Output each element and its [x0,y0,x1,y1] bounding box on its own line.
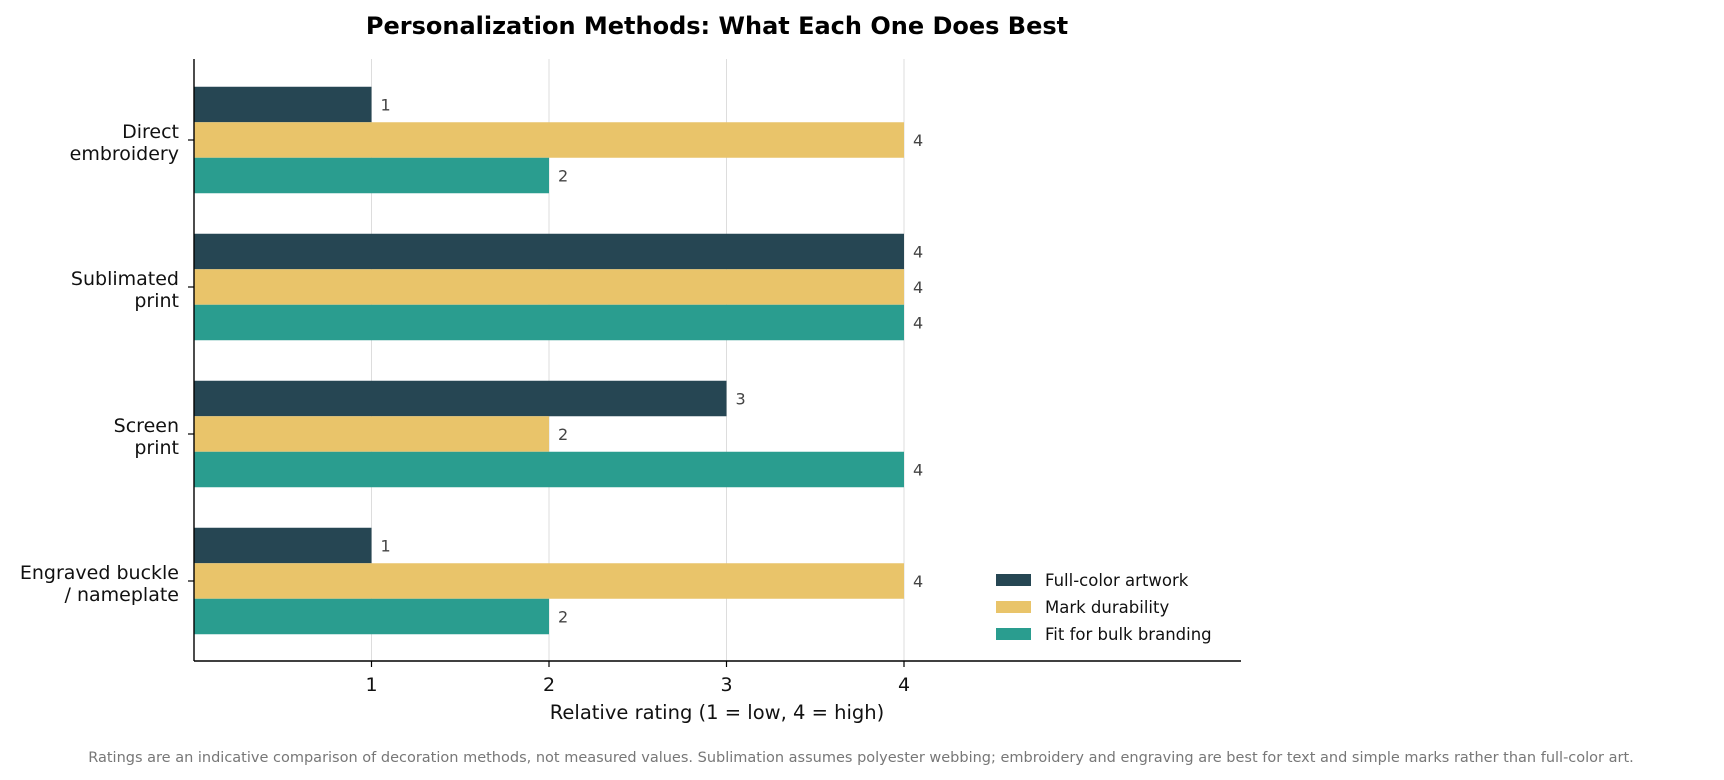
legend: Full-color artwork Mark durability Fit for… [996,571,1212,644]
category-label: Sublimated print [71,268,179,312]
x-tick-label: 4 [898,674,910,696]
data-labels: 1 4 2 4 4 4 3 2 4 1 4 2 [381,96,924,627]
data-label: 4 [913,572,923,591]
legend-swatch [996,628,1031,640]
category-label-line: print [134,290,179,312]
data-label: 4 [913,131,923,150]
bar [194,304,904,341]
category-label: Screen print [114,415,179,459]
x-axis-ticks: 1 2 3 4 [365,661,910,696]
bar [194,563,904,599]
bar [194,269,904,305]
category-label-line: Screen [114,415,179,437]
data-label: 4 [913,278,923,297]
category-label: Engraved buckle / nameplate [20,562,179,606]
legend-label: Mark durability [1045,598,1169,617]
data-label: 1 [381,537,391,556]
x-axis-label: Relative rating (1 = low, 4 = high) [550,701,885,724]
bar [194,157,549,194]
data-label: 4 [913,314,923,333]
bar [194,416,549,452]
footnote: Ratings are an indicative comparison of … [88,750,1634,766]
category-label: Direct embroidery [70,121,179,165]
bar [194,233,904,270]
legend-label: Full-color artwork [1045,571,1189,590]
data-label: 2 [558,425,568,444]
category-label-line: Sublimated [71,268,179,290]
category-label-line: print [134,437,179,459]
category-label-line: Engraved buckle [20,562,179,584]
data-label: 1 [381,96,391,115]
bar [194,86,372,123]
bar [194,451,904,488]
x-tick-label: 3 [720,674,732,696]
category-label-line: embroidery [70,143,179,165]
data-label: 3 [736,390,746,409]
data-label: 2 [558,608,568,627]
legend-swatch [996,601,1031,613]
bars [194,86,904,635]
data-label: 4 [913,243,923,262]
legend-swatch [996,574,1031,586]
data-label: 2 [558,167,568,186]
bar [194,380,727,417]
category-label-line: / nameplate [65,584,179,606]
legend-label: Fit for bulk branding [1045,625,1212,644]
category-label-line: Direct [122,121,179,143]
x-tick-label: 1 [365,674,377,696]
x-tick-label: 2 [543,674,555,696]
bar [194,527,372,564]
data-label: 4 [913,461,923,480]
chart-title: Personalization Methods: What Each One D… [366,12,1068,40]
bar [194,598,549,635]
bar [194,122,904,158]
